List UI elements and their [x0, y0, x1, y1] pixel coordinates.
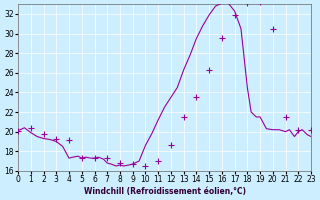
X-axis label: Windchill (Refroidissement éolien,°C): Windchill (Refroidissement éolien,°C): [84, 187, 245, 196]
